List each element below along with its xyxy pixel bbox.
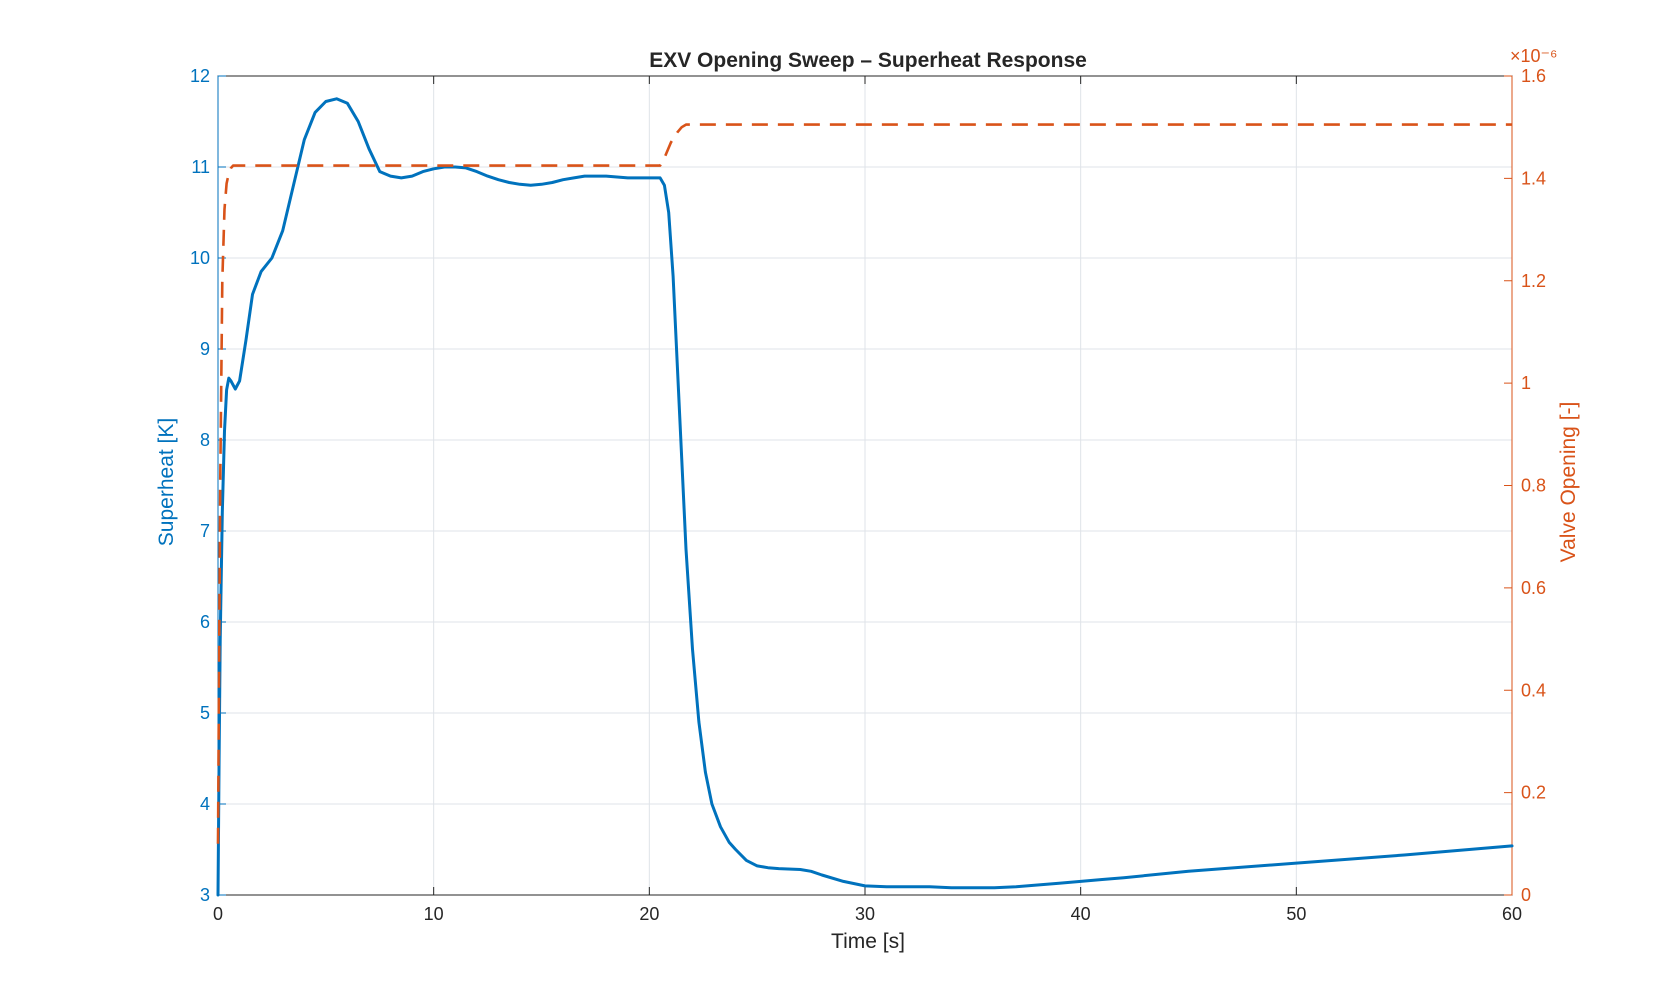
left-y-tick-label: 8 <box>200 430 210 450</box>
right-y-tick-label: 1.4 <box>1521 168 1546 188</box>
x-axis-label: Time [s] <box>831 930 905 953</box>
left-y-axis-ticks: 3 4 5 6 7 8 9 10 11 12 <box>190 66 226 905</box>
left-y-tick-label: 5 <box>200 703 210 723</box>
right-y-tick-label: 0 <box>1521 885 1531 905</box>
right-y-tick-label: 1 <box>1521 373 1531 393</box>
x-tick-label: 0 <box>213 904 223 924</box>
right-y-tick-label: 1.6 <box>1521 66 1546 86</box>
right-y-axis-label: Valve Opening [-] <box>1557 402 1580 563</box>
x-tick-label: 10 <box>424 904 444 924</box>
left-y-tick-label: 10 <box>190 248 210 268</box>
x-axis-ticks: 0 10 20 30 40 50 60 <box>213 76 1522 924</box>
right-y-tick-label: 1.2 <box>1521 271 1546 291</box>
left-y-tick-label: 4 <box>200 794 210 814</box>
left-y-tick-label: 12 <box>190 66 210 86</box>
chart-title: EXV Opening Sweep – Superheat Response <box>649 49 1087 72</box>
left-y-tick-label: 3 <box>200 885 210 905</box>
right-y-tick-label: 0.2 <box>1521 783 1546 803</box>
left-y-axis-label: Superheat [K] <box>155 418 178 546</box>
x-tick-label: 30 <box>855 904 875 924</box>
series-lines <box>216 97 1514 897</box>
grid <box>217 75 1513 896</box>
superheat-line <box>216 97 1514 897</box>
right-axis-exponent-label: ×10⁻⁶ <box>1510 46 1557 66</box>
right-y-tick-label: 0.6 <box>1521 578 1546 598</box>
left-y-tick-label: 6 <box>200 612 210 632</box>
left-y-tick-label: 9 <box>200 339 210 359</box>
left-y-tick-label: 7 <box>200 521 210 541</box>
x-tick-label: 20 <box>639 904 659 924</box>
x-tick-label: 40 <box>1071 904 1091 924</box>
right-y-tick-label: 0.4 <box>1521 680 1546 700</box>
x-tick-label: 60 <box>1502 904 1522 924</box>
right-y-tick-label: 0.8 <box>1521 476 1546 496</box>
x-tick-label: 50 <box>1286 904 1306 924</box>
left-y-tick-label: 11 <box>191 157 210 177</box>
valve-opening-line <box>216 123 1512 844</box>
right-y-axis-ticks: 0 0.2 0.4 0.6 0.8 1 1.2 1.4 1.6 <box>1504 66 1546 905</box>
